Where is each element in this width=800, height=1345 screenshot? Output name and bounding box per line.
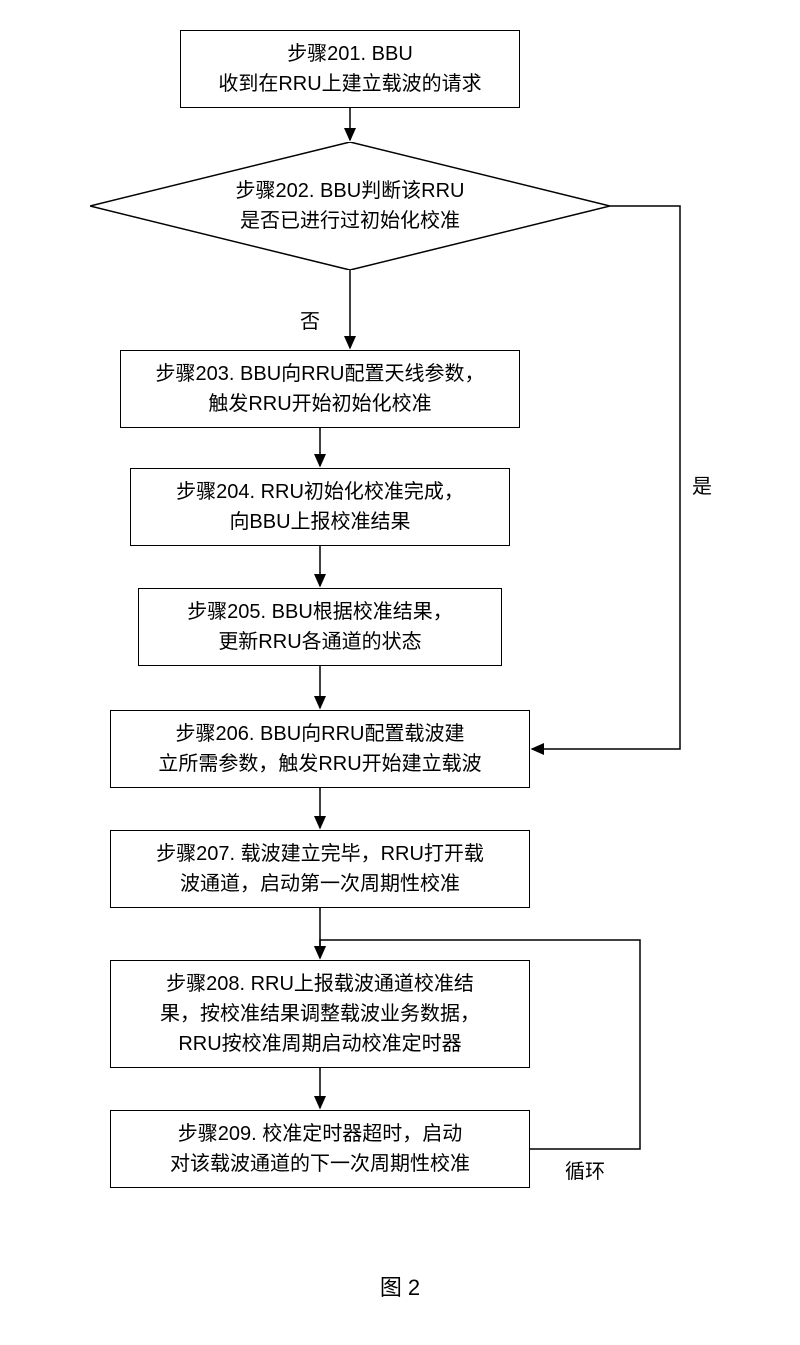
- label-no: 否: [300, 305, 320, 334]
- node-202-decision: 步骤202. BBU判断该RRU 是否已进行过初始化校准: [90, 142, 610, 270]
- node-208: 步骤208. RRU上报载波通道校准结 果，按校准结果调整载波业务数据， RRU…: [110, 960, 530, 1068]
- node-206-line2: 立所需参数，触发RRU开始建立载波: [158, 749, 481, 779]
- node-209-line2: 对该载波通道的下一次周期性校准: [170, 1149, 470, 1179]
- node-208-line1: 步骤208. RRU上报载波通道校准结: [160, 969, 480, 999]
- node-205-line1: 步骤205. BBU根据校准结果，: [187, 597, 453, 627]
- node-201-line1: 步骤201. BBU: [218, 39, 481, 69]
- node-206: 步骤206. BBU向RRU配置载波建 立所需参数，触发RRU开始建立载波: [110, 710, 530, 788]
- node-203: 步骤203. BBU向RRU配置天线参数， 触发RRU开始初始化校准: [120, 350, 520, 428]
- node-208-line3: RRU按校准周期启动校准定时器: [160, 1029, 480, 1059]
- node-204-line1: 步骤204. RRU初始化校准完成，: [176, 477, 464, 507]
- node-207: 步骤207. 载波建立完毕，RRU打开载 波通道，启动第一次周期性校准: [110, 830, 530, 908]
- node-205: 步骤205. BBU根据校准结果， 更新RRU各通道的状态: [138, 588, 502, 666]
- label-yes: 是: [692, 470, 712, 499]
- node-207-line2: 波通道，启动第一次周期性校准: [156, 869, 484, 899]
- node-209-line1: 步骤209. 校准定时器超时，启动: [170, 1119, 470, 1149]
- node-205-line2: 更新RRU各通道的状态: [187, 627, 453, 657]
- figure-caption: 图 2: [20, 1270, 780, 1302]
- node-202-line1: 步骤202. BBU判断该RRU: [236, 176, 465, 206]
- node-201: 步骤201. BBU 收到在RRU上建立载波的请求: [180, 30, 520, 108]
- node-204: 步骤204. RRU初始化校准完成， 向BBU上报校准结果: [130, 468, 510, 546]
- node-208-line2: 果，按校准结果调整载波业务数据，: [160, 999, 480, 1029]
- node-204-line2: 向BBU上报校准结果: [176, 507, 464, 537]
- node-206-line1: 步骤206. BBU向RRU配置载波建: [158, 719, 481, 749]
- node-207-line1: 步骤207. 载波建立完毕，RRU打开载: [156, 839, 484, 869]
- label-loop: 循环: [565, 1155, 605, 1184]
- node-209: 步骤209. 校准定时器超时，启动 对该载波通道的下一次周期性校准: [110, 1110, 530, 1188]
- node-202-line2: 是否已进行过初始化校准: [236, 206, 465, 236]
- node-201-line2: 收到在RRU上建立载波的请求: [218, 69, 481, 99]
- flowchart-container: 步骤201. BBU 收到在RRU上建立载波的请求 步骤202. BBU判断该R…: [20, 20, 780, 1325]
- node-203-line1: 步骤203. BBU向RRU配置天线参数，: [156, 359, 485, 389]
- node-203-line2: 触发RRU开始初始化校准: [156, 389, 485, 419]
